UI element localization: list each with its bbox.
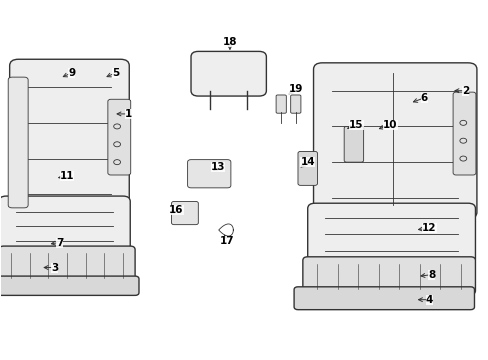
Text: 3: 3	[51, 262, 59, 273]
Text: 18: 18	[222, 37, 237, 48]
FancyBboxPatch shape	[344, 126, 363, 162]
Text: 6: 6	[420, 93, 427, 103]
FancyBboxPatch shape	[0, 196, 130, 253]
Text: 8: 8	[427, 270, 434, 280]
FancyBboxPatch shape	[171, 202, 198, 225]
Text: 10: 10	[382, 120, 397, 130]
FancyBboxPatch shape	[302, 257, 474, 294]
FancyBboxPatch shape	[307, 203, 474, 264]
FancyBboxPatch shape	[276, 95, 286, 113]
FancyBboxPatch shape	[290, 95, 300, 113]
FancyBboxPatch shape	[10, 59, 129, 215]
FancyBboxPatch shape	[313, 63, 476, 219]
Text: 13: 13	[210, 162, 224, 172]
FancyBboxPatch shape	[187, 159, 230, 188]
FancyBboxPatch shape	[191, 51, 266, 96]
FancyBboxPatch shape	[108, 99, 130, 175]
Text: 9: 9	[68, 68, 75, 78]
Text: 1: 1	[125, 109, 132, 119]
Text: 17: 17	[220, 236, 234, 246]
Text: 7: 7	[56, 238, 63, 248]
Text: 2: 2	[461, 86, 468, 96]
FancyBboxPatch shape	[8, 77, 28, 208]
Text: 4: 4	[425, 295, 432, 305]
Text: 19: 19	[288, 84, 302, 94]
FancyBboxPatch shape	[0, 276, 139, 296]
Text: 16: 16	[169, 205, 183, 215]
Text: 5: 5	[112, 68, 119, 78]
FancyBboxPatch shape	[293, 287, 473, 310]
Text: 14: 14	[300, 157, 314, 167]
FancyBboxPatch shape	[452, 92, 475, 175]
Text: 12: 12	[421, 223, 436, 233]
FancyBboxPatch shape	[0, 246, 135, 284]
FancyBboxPatch shape	[297, 152, 317, 185]
Text: 15: 15	[348, 120, 363, 130]
Text: 11: 11	[60, 171, 74, 181]
